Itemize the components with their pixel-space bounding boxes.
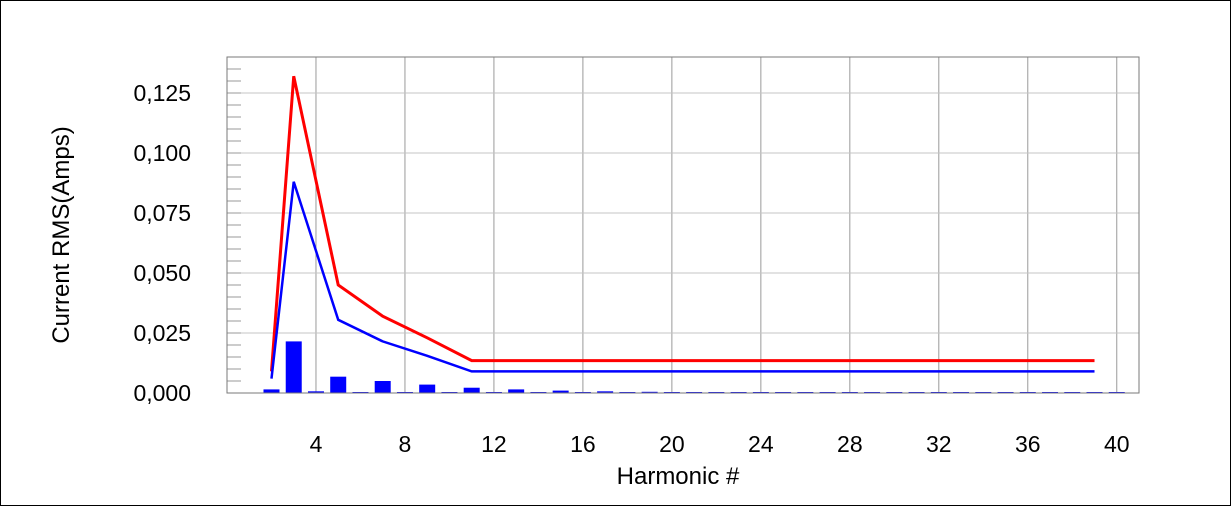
harmonic-bar [463, 387, 480, 393]
harmonic-bar [597, 391, 614, 393]
x-tick-label: 4 [310, 431, 323, 457]
y-minor-ticks [227, 56, 241, 394]
harmonic-bar [285, 341, 302, 393]
harmonic-bar [508, 389, 525, 393]
x-tick-label: 32 [926, 431, 952, 457]
x-tick-labels: 4 8 12 16 20 24 28 32 36 40 [310, 431, 1130, 457]
grid-lines [227, 57, 1139, 394]
harmonic-bar [307, 391, 324, 393]
y-tick-label: 0,075 [133, 200, 191, 226]
harmonic-bar [263, 389, 280, 393]
x-tick-label: 16 [570, 431, 596, 457]
x-tick-label: 8 [399, 431, 412, 457]
y-axis-label: Current RMS(Amps) [48, 126, 75, 343]
harmonic-bars [263, 341, 1125, 393]
limit-lines [269, 75, 1095, 379]
y-tick-label: 0,025 [133, 320, 191, 346]
harmonic-bar [374, 381, 391, 393]
y-tick-label: 0,100 [133, 140, 191, 166]
x-tick-label: 36 [1015, 431, 1041, 457]
harmonic-bar [330, 376, 347, 393]
y-tick-label: 0,050 [133, 260, 191, 286]
y-tick-label: 0,000 [133, 380, 191, 406]
x-tick-label: 20 [659, 431, 685, 457]
plot-area-border [226, 56, 1140, 394]
harmonic-bar [552, 390, 569, 393]
x-axis-label: Harmonic # [617, 463, 740, 490]
harmonic-bar [419, 384, 436, 393]
y-tick-label: 0,125 [133, 80, 191, 106]
x-tick-label: 12 [481, 431, 507, 457]
x-tick-label: 28 [837, 431, 863, 457]
y-tick-labels: 0,000 0,025 0,050 0,075 0,100 0,125 [133, 80, 191, 406]
x-tick-label: 40 [1104, 431, 1130, 457]
series-line [269, 75, 1095, 372]
series-line [270, 181, 1095, 379]
harmonic-bar [641, 391, 658, 393]
x-tick-label: 24 [748, 431, 774, 457]
